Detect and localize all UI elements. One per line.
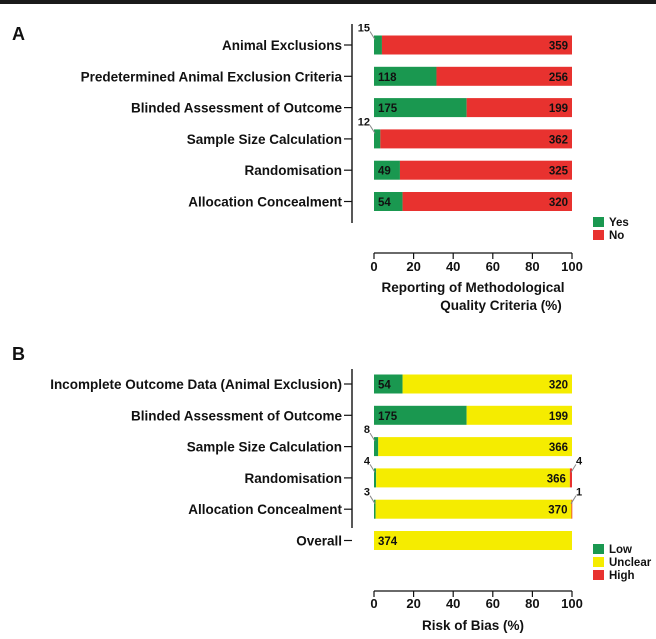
top-rule: [0, 0, 656, 4]
bar-segment-unclear: [402, 374, 572, 394]
leader-line: [369, 495, 376, 504]
x-tick-label: 0: [370, 259, 377, 274]
data-label: 320: [549, 380, 568, 392]
bar-segment-low: [374, 405, 467, 425]
bar-segment-yes: [374, 160, 400, 180]
data-label: 325: [549, 166, 569, 178]
data-label: 256: [549, 72, 568, 84]
data-label: 366: [549, 442, 568, 454]
category-label: Sample Size Calculation: [187, 440, 342, 455]
category-label: Blinded Assessment of Outcome: [131, 408, 343, 423]
data-label: 374: [378, 536, 398, 548]
data-label: 15: [358, 23, 370, 35]
bar-segment-no: [380, 129, 572, 149]
bar-segment-unclear: [375, 499, 572, 519]
x-tick-label: 40: [446, 596, 460, 611]
x-tick-label: 20: [406, 259, 420, 274]
category-label: Blinded Assessment of Outcome: [131, 101, 343, 116]
x-axis-label: Quality Criteria (%): [440, 298, 562, 313]
bar-segment-unclear: [466, 405, 572, 425]
category-label: Allocation Concealment: [188, 195, 342, 210]
bar-segment-no: [436, 66, 572, 86]
legend-label: High: [609, 570, 635, 582]
data-label: 359: [549, 41, 568, 53]
data-label: 12: [358, 116, 370, 128]
legend-swatch-high: [593, 570, 604, 580]
data-label: 4: [364, 455, 371, 467]
bar-segment-no: [402, 192, 572, 211]
x-axis-label: Reporting of Methodological: [382, 280, 565, 295]
x-tick-label: 60: [486, 596, 500, 611]
category-label: Animal Exclusions: [222, 38, 342, 53]
leader-line: [369, 125, 376, 134]
bar-segment-low: [374, 374, 403, 394]
bar-segment-low: [374, 499, 376, 519]
data-label: 320: [549, 197, 568, 209]
data-label: 1: [576, 487, 582, 499]
x-tick-label: 60: [486, 259, 500, 274]
leader-line: [369, 432, 376, 442]
category-label: Sample Size Calculation: [187, 132, 342, 147]
leader-line: [369, 464, 376, 473]
data-label: 3: [364, 487, 370, 499]
bar-segment-yes: [374, 35, 382, 55]
leader-line: [570, 464, 577, 473]
data-label: 4: [576, 455, 583, 467]
bar-segment-no: [381, 35, 572, 55]
category-label: Predetermined Animal Exclusion Criteria: [81, 69, 343, 84]
legend-label: Yes: [609, 217, 629, 229]
data-label: 199: [549, 411, 568, 423]
legend-label: Unclear: [609, 557, 652, 569]
data-label: 8: [364, 424, 370, 436]
data-label: 366: [547, 473, 566, 485]
x-tick-label: 0: [370, 596, 377, 611]
x-tick-label: 100: [561, 259, 583, 274]
x-tick-label: 100: [561, 596, 583, 611]
legend-swatch-yes: [593, 217, 604, 227]
bar-segment-no: [466, 98, 572, 118]
bar-segment-yes: [374, 129, 381, 149]
data-label: 175: [378, 411, 398, 423]
data-label: 175: [378, 103, 398, 115]
x-tick-label: 80: [525, 596, 539, 611]
leader-line: [369, 31, 376, 40]
panel-label: A: [12, 24, 25, 44]
x-tick-label: 40: [446, 259, 460, 274]
bar-segment-no: [399, 160, 572, 180]
bar-segment-high: [569, 468, 572, 488]
data-label: 370: [548, 505, 567, 517]
bar-segment-unclear: [374, 531, 572, 550]
category-label: Randomisation: [244, 471, 342, 486]
panel-label: B: [12, 344, 25, 364]
legend-swatch-no: [593, 230, 604, 240]
x-tick-label: 20: [406, 596, 420, 611]
data-label: 54: [378, 380, 391, 392]
legend-swatch-unclear: [593, 557, 604, 567]
legend-label: Low: [609, 544, 632, 556]
bar-segment-unclear: [378, 437, 572, 457]
bar-segment-low: [374, 437, 379, 457]
data-label: 54: [378, 197, 391, 209]
category-label: Randomisation: [244, 163, 342, 178]
category-label: Allocation Concealment: [188, 502, 342, 517]
bar-segment-unclear: [376, 468, 570, 488]
bar-segment-low: [374, 468, 377, 488]
bar-segment-high: [571, 499, 573, 519]
bar-segment-yes: [374, 192, 403, 211]
category-label: Incomplete Outcome Data (Animal Exclusio…: [50, 377, 342, 392]
x-tick-label: 80: [525, 259, 539, 274]
data-label: 199: [549, 103, 568, 115]
x-axis-label: Risk of Bias (%): [422, 618, 524, 633]
data-label: 49: [378, 166, 391, 178]
data-label: 362: [549, 134, 568, 146]
category-label: Overall: [296, 534, 342, 549]
leader-line: [570, 495, 577, 504]
legend-label: No: [609, 230, 624, 242]
legend-swatch-low: [593, 544, 604, 554]
data-label: 118: [378, 72, 397, 84]
bar-segment-yes: [374, 98, 467, 118]
bar-segment-yes: [374, 66, 437, 86]
